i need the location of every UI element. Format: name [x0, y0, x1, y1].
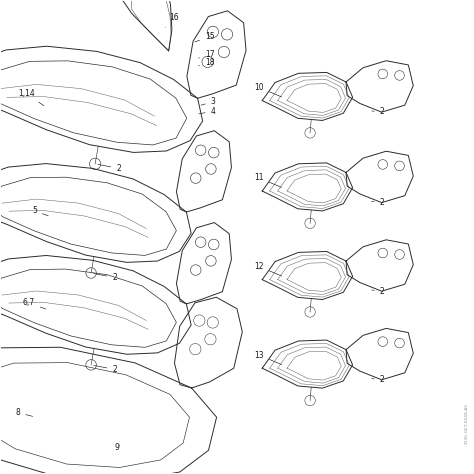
Text: 2: 2 — [372, 287, 384, 296]
Text: 17: 17 — [199, 50, 215, 59]
Text: 4136-GET-0048-A5: 4136-GET-0048-A5 — [465, 403, 469, 444]
Text: 4: 4 — [199, 107, 216, 116]
Text: 9: 9 — [115, 443, 119, 452]
Text: 16: 16 — [165, 13, 179, 27]
Text: 8: 8 — [16, 408, 33, 417]
Text: 10: 10 — [255, 83, 282, 97]
Text: 11: 11 — [255, 173, 282, 187]
Text: 3: 3 — [201, 97, 216, 106]
Text: 1,14: 1,14 — [18, 89, 44, 106]
Text: 12: 12 — [255, 262, 282, 276]
Text: 13: 13 — [255, 351, 282, 365]
Text: 2: 2 — [98, 164, 121, 173]
Text: 18: 18 — [199, 58, 214, 67]
Text: 5: 5 — [32, 207, 48, 216]
Text: 2: 2 — [372, 375, 384, 384]
Text: 6,7: 6,7 — [23, 298, 46, 309]
Text: 2: 2 — [372, 198, 384, 207]
Text: 2: 2 — [94, 365, 117, 374]
Text: 15: 15 — [195, 32, 215, 42]
Text: 2: 2 — [94, 273, 117, 282]
Text: 2: 2 — [372, 108, 384, 117]
